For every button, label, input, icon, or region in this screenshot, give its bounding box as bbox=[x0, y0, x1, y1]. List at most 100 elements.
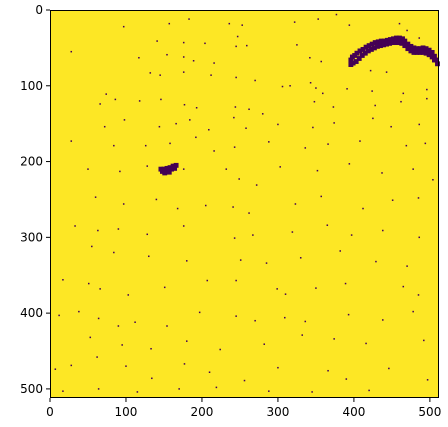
heatmap-pixel bbox=[114, 98, 117, 101]
heatmap-pixel bbox=[418, 123, 421, 126]
heatmap-pixel bbox=[418, 37, 421, 39]
heatmap-pixel bbox=[391, 199, 394, 201]
heatmap-pixel bbox=[317, 18, 319, 20]
heatmap-pixel bbox=[233, 116, 235, 119]
y-tick-label: 500 bbox=[20, 382, 43, 396]
heatmap-pixel bbox=[279, 166, 281, 168]
heatmap-pixel bbox=[160, 98, 162, 101]
arc-top-right-pixel bbox=[378, 38, 384, 44]
blob-center-left-pixel bbox=[162, 170, 168, 176]
heatmap-pixel bbox=[166, 53, 168, 56]
arc-top-right-pixel bbox=[435, 61, 440, 67]
y-axis: 0 100 200 300 400 500 bbox=[20, 3, 50, 396]
heatmap-pixel bbox=[70, 364, 73, 367]
arc-top-right-pixel bbox=[411, 45, 417, 51]
heatmap-pixel bbox=[277, 366, 279, 369]
heatmap-pixel bbox=[94, 196, 97, 198]
heatmap-pixel bbox=[339, 250, 341, 252]
heatmap-pixel bbox=[87, 168, 89, 170]
x-tick-label: 300 bbox=[266, 405, 289, 419]
arc-top-right-pixel bbox=[405, 41, 411, 47]
heatmap-pixel bbox=[188, 18, 190, 20]
heatmap-pixel bbox=[175, 122, 177, 125]
heatmap-pixel bbox=[113, 251, 115, 254]
heatmap-pixel bbox=[138, 56, 140, 59]
heatmap-pixel bbox=[369, 69, 372, 72]
heatmap-pixel bbox=[424, 142, 427, 145]
arc-top-right-pixel bbox=[417, 50, 423, 55]
heatmap-pixel bbox=[235, 76, 237, 79]
heatmap-pixel bbox=[195, 107, 198, 109]
arc-top-right-pixel bbox=[426, 52, 432, 58]
heatmap-pixel bbox=[213, 150, 215, 152]
arc-top-right-pixel bbox=[362, 50, 368, 56]
heatmap-pixel bbox=[326, 224, 329, 226]
heatmap-pixel bbox=[400, 100, 402, 103]
heatmap-pixel bbox=[304, 147, 307, 149]
arc-top-right-pixel bbox=[408, 48, 414, 54]
arc-top-right-pixel bbox=[420, 45, 426, 51]
arc-top-right-pixel bbox=[387, 37, 393, 42]
heatmap-pixel bbox=[388, 367, 390, 370]
heatmap-pixel bbox=[208, 128, 210, 131]
heatmap-pixel bbox=[402, 92, 405, 95]
arc-top-right-pixel bbox=[350, 60, 356, 66]
arc-top-right-pixel bbox=[429, 54, 435, 60]
heatmap-pixel bbox=[87, 282, 90, 285]
heatmap-pixel bbox=[138, 100, 141, 102]
heatmap-pixel bbox=[54, 368, 57, 370]
heatmap-pixel bbox=[417, 197, 420, 199]
arc-top-right-pixel bbox=[375, 43, 380, 49]
heatmap-pixel bbox=[348, 163, 351, 165]
heatmap-pixel bbox=[332, 106, 335, 108]
heatmap-pixel bbox=[243, 379, 246, 382]
heatmap-pixel bbox=[426, 88, 428, 91]
heatmap-pixel bbox=[144, 144, 147, 147]
heatmap-pixel bbox=[412, 168, 414, 170]
arc-top-right-pixel bbox=[372, 40, 378, 46]
heatmap-pixel bbox=[117, 325, 120, 327]
heatmap-pixel bbox=[309, 56, 311, 59]
arc-top-right-pixel bbox=[360, 46, 366, 52]
heatmap-pixel bbox=[316, 169, 319, 172]
y-tick-label: 300 bbox=[20, 230, 43, 244]
heatmap-pixel bbox=[235, 315, 237, 317]
heatmap-pixel bbox=[335, 13, 338, 16]
heatmap-pixel bbox=[311, 391, 313, 393]
arc-top-right-pixel bbox=[354, 50, 360, 56]
heatmap-pixel bbox=[405, 144, 408, 147]
arc-top-right-pixel bbox=[417, 46, 423, 52]
heatmap-pixel bbox=[195, 136, 197, 139]
arc-top-right-pixel bbox=[405, 46, 411, 52]
x-tick-label: 400 bbox=[342, 405, 365, 419]
arc-top-right-pixel bbox=[399, 40, 405, 46]
heatmap-pixel bbox=[122, 25, 125, 28]
heatmap-pixel bbox=[168, 22, 171, 25]
heatmap-pixel bbox=[385, 71, 388, 73]
heatmap-pixel bbox=[390, 125, 392, 128]
arc-top-right-pixel bbox=[393, 40, 399, 46]
heatmap-pixel bbox=[62, 279, 64, 281]
arc-top-right-pixel bbox=[369, 41, 375, 47]
arc-top-right-pixel bbox=[378, 43, 383, 49]
heatmap-pixel bbox=[182, 56, 185, 58]
heatmap-pixel bbox=[186, 260, 188, 262]
arc-top-right-pixel bbox=[426, 47, 432, 53]
blob-center-left-pixel bbox=[172, 165, 178, 171]
heatmap-pixel bbox=[374, 104, 376, 107]
heatmap-pixel bbox=[254, 319, 256, 322]
heatmap-pixel bbox=[322, 92, 324, 95]
y-tick-label: 400 bbox=[20, 306, 43, 320]
arc-top-right-pixel bbox=[387, 40, 393, 46]
heatmap-pixel bbox=[215, 386, 218, 389]
heatmap-pixel bbox=[235, 45, 237, 48]
heatmap-pixel bbox=[235, 279, 237, 282]
heatmap-pixel bbox=[304, 320, 307, 323]
heatmap-pixel bbox=[412, 310, 414, 313]
heatmap-pixel bbox=[406, 265, 408, 267]
heatmap-pixel bbox=[239, 259, 242, 261]
arc-top-right-pixel bbox=[420, 50, 426, 55]
heatmap-pixel bbox=[246, 44, 248, 47]
heatmap-pixel bbox=[294, 203, 297, 205]
heatmap-pixel bbox=[122, 203, 125, 205]
